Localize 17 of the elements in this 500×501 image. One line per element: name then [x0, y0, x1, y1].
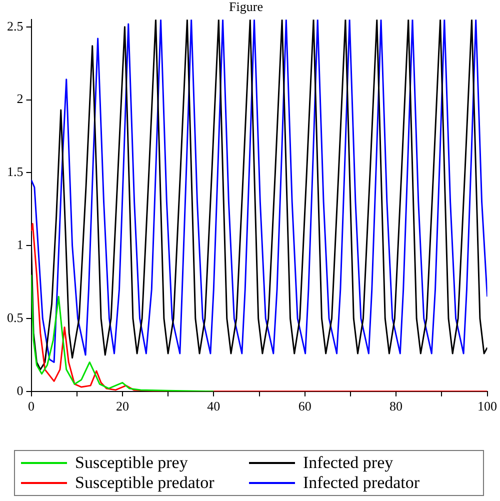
- legend-label: Susceptible predator: [75, 473, 214, 493]
- legend-label: Infected prey: [303, 453, 394, 473]
- y-tick-label: 2: [16, 91, 24, 106]
- y-tick-label: 0.5: [7, 310, 24, 325]
- x-tick-label: 60: [298, 398, 312, 414]
- x-tick-label: 20: [116, 398, 129, 414]
- y-tick-label: 0: [16, 382, 24, 398]
- x-tick-label: 0: [28, 398, 34, 414]
- legend-label: Infected predator: [303, 473, 420, 493]
- y-tick-label: 1: [16, 237, 24, 252]
- y-tick-label: 1.5: [7, 164, 24, 180]
- x-tick-label: 80: [390, 398, 403, 414]
- y-tick-label: 2.5: [7, 18, 24, 34]
- chart-title: Figure: [229, 0, 264, 14]
- legend-label: Susceptible prey: [75, 453, 188, 473]
- x-tick-label: 100: [478, 398, 497, 414]
- x-tick-label: 40: [207, 398, 220, 414]
